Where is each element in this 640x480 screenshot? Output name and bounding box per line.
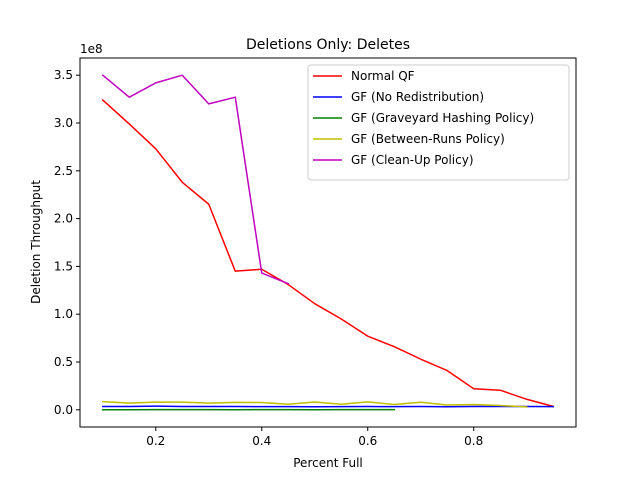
series-line-1 [101, 99, 555, 408]
y-offset-text: 1e8 [80, 42, 103, 56]
y-axis-label: Deletion Throughput [29, 180, 43, 304]
y-tick-label: 2.0 [54, 212, 73, 226]
x-axis-label: Percent Full [293, 456, 363, 470]
y-tick-label: 3.5 [54, 68, 73, 82]
x-axis: 0.2 0.4 0.6 0.8 [146, 427, 483, 448]
series-line-2 [102, 405, 554, 408]
legend: Normal QF GF (No Redistribution) GF (Grave… [307, 64, 570, 181]
y-tick-label: 1.5 [54, 259, 73, 273]
legend-label: GF (Between-Runs Policy) [351, 132, 505, 146]
series-line-4 [102, 400, 528, 408]
x-tick-label: 0.8 [464, 434, 483, 448]
legend-label: GF (Clean-Up Policy) [351, 153, 474, 167]
x-tick-label: 0.4 [252, 434, 271, 448]
y-tick-label: 1.0 [54, 307, 73, 321]
legend-box [307, 64, 570, 181]
plot-area [101, 74, 555, 411]
chart-title: Deletions Only: Deletes [246, 37, 410, 53]
x-tick-label: 0.6 [358, 434, 377, 448]
legend-label: GF (No Redistribution) [351, 90, 484, 104]
y-tick-label: 3.0 [54, 116, 73, 130]
y-tick-label: 0.0 [54, 403, 73, 417]
axes-frame [79, 57, 577, 428]
y-tick-label: 2.5 [54, 164, 73, 178]
series-layer [101, 74, 555, 411]
series-line-5 [101, 74, 290, 285]
y-tick-label: 0.5 [54, 355, 73, 369]
legend-label: Normal QF [351, 69, 415, 83]
x-tick-label: 0.2 [146, 434, 165, 448]
y-axis: 0.0 0.5 1.0 1.5 2.0 2.5 3.0 3.5 [54, 68, 80, 417]
legend-label: GF (Graveyard Hashing Policy) [351, 111, 534, 125]
